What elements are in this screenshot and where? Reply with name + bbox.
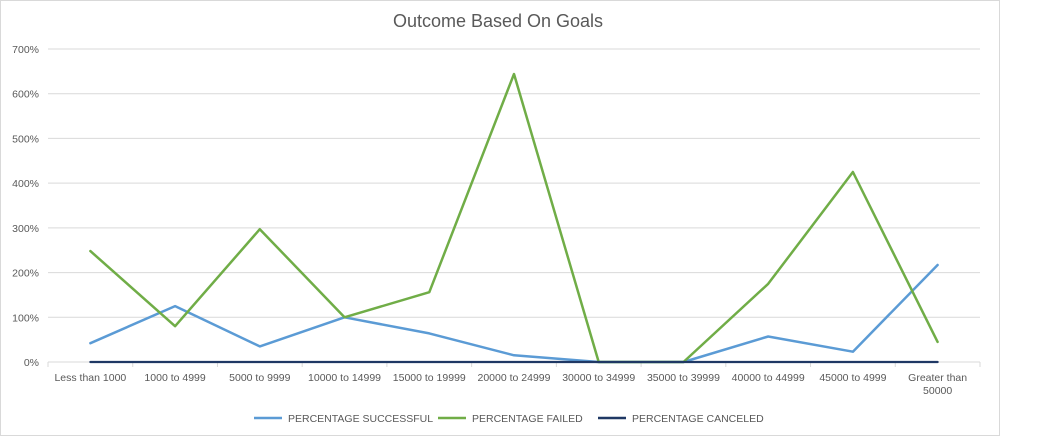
x-tick-label: 50000	[923, 385, 952, 397]
x-tick-label: 10000 to 14999	[308, 372, 381, 384]
series-lines	[89, 72, 939, 364]
y-axis-tick-labels: 0% 100% 200% 300% 400% 500% 600% 700%	[12, 44, 39, 369]
chart-title: Outcome Based On Goals	[393, 11, 603, 31]
series-line-1	[89, 263, 939, 364]
gridlines	[47, 48, 981, 367]
x-tick-label: 30000 to 34999	[562, 372, 635, 384]
legend-label: PERCENTAGE CANCELED	[632, 413, 764, 425]
x-tick-label: 35000 to 39999	[647, 372, 720, 384]
x-tick-label: 40000 to 44999	[732, 372, 805, 384]
x-tick-label: Less than 1000	[54, 372, 126, 384]
x-tick-label: 5000 to 9999	[229, 372, 290, 384]
x-tick-label: 15000 to 19999	[393, 372, 466, 384]
y-tick-label: 300%	[12, 223, 39, 235]
y-tick-label: 200%	[12, 268, 39, 280]
y-tick-label: 400%	[12, 178, 39, 190]
x-tick-label: 1000 to 4999	[144, 372, 205, 384]
x-tick-label: 20000 to 24999	[478, 372, 551, 384]
y-tick-label: 700%	[12, 44, 39, 56]
series-line-2	[89, 72, 939, 364]
y-tick-label: 600%	[12, 89, 39, 101]
chart-frame	[0, 0, 1000, 436]
legend-label: PERCENTAGE FAILED	[472, 413, 583, 425]
legend-label: PERCENTAGE SUCCESSFUL	[288, 413, 433, 425]
legend: PERCENTAGE SUCCESSFUL PERCENTAGE FAILED PE…	[254, 413, 764, 425]
y-tick-label: 500%	[12, 133, 39, 145]
x-axis-tick-labels: Less than 1000 1000 to 4999 5000 to 9999 10…	[54, 372, 967, 397]
y-tick-label: 100%	[12, 312, 39, 324]
x-tick-label: 45000 to 4999	[819, 372, 886, 384]
x-tick-label: Greater than	[908, 372, 967, 384]
y-tick-label: 0%	[24, 357, 39, 369]
